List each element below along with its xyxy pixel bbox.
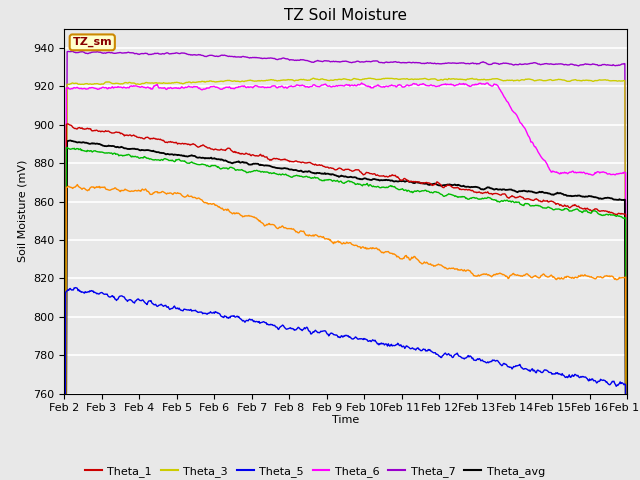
Theta_4 xyxy=(186,160,194,166)
Theta_6 xyxy=(70,84,78,90)
Theta_7 xyxy=(68,48,76,54)
Theta_6 xyxy=(431,84,439,89)
Theta_avg xyxy=(129,146,137,152)
Theta_5 xyxy=(216,311,224,317)
Theta_4 xyxy=(216,166,224,171)
Legend: Theta_1, Theta_2, Theta_3, Theta_4, Theta_5, Theta_6, Theta_7, Theta_avg: Theta_1, Theta_2, Theta_3, Theta_4, Thet… xyxy=(81,461,549,480)
Theta_avg xyxy=(71,139,79,144)
Theta_5 xyxy=(415,347,422,352)
Theta_avg xyxy=(216,156,224,162)
Theta_1 xyxy=(64,121,72,127)
Theta_1 xyxy=(71,126,79,132)
Line: Theta_avg: Theta_avg xyxy=(64,141,627,480)
Theta_5 xyxy=(129,299,137,305)
Theta_7 xyxy=(431,60,439,66)
X-axis label: Time: Time xyxy=(332,415,359,425)
Line: Theta_4: Theta_4 xyxy=(64,147,627,480)
Theta_7 xyxy=(415,60,422,66)
Theta_3 xyxy=(128,80,136,86)
Theta_2 xyxy=(186,193,194,199)
Line: Theta_7: Theta_7 xyxy=(64,51,627,480)
Theta_4 xyxy=(129,154,137,160)
Line: Theta_3: Theta_3 xyxy=(64,78,627,480)
Theta_5 xyxy=(72,285,79,290)
Theta_3 xyxy=(186,79,193,85)
Theta_2 xyxy=(74,181,81,187)
Theta_7 xyxy=(71,49,79,55)
Text: TZ_sm: TZ_sm xyxy=(72,37,112,48)
Theta_avg xyxy=(67,138,74,144)
Theta_1 xyxy=(186,142,194,148)
Theta_2 xyxy=(129,188,137,194)
Theta_7 xyxy=(186,52,194,58)
Theta_4 xyxy=(71,146,79,152)
Theta_6 xyxy=(215,85,223,91)
Theta_6 xyxy=(186,84,193,89)
Theta_7 xyxy=(216,53,224,59)
Theta_6 xyxy=(415,83,422,88)
Theta_3 xyxy=(367,75,374,81)
Theta_4 xyxy=(63,144,71,150)
Theta_avg xyxy=(431,180,439,186)
Line: Theta_1: Theta_1 xyxy=(64,124,627,480)
Theta_1 xyxy=(431,181,439,187)
Theta_avg xyxy=(415,180,422,186)
Theta_5 xyxy=(186,307,194,312)
Theta_1 xyxy=(216,147,224,153)
Title: TZ Soil Moisture: TZ Soil Moisture xyxy=(284,9,407,24)
Theta_1 xyxy=(415,179,422,185)
Line: Theta_6: Theta_6 xyxy=(64,83,627,480)
Theta_3 xyxy=(70,81,78,86)
Theta_3 xyxy=(415,76,422,82)
Theta_2 xyxy=(431,263,439,269)
Theta_5 xyxy=(70,285,78,291)
Theta_5 xyxy=(431,350,439,356)
Theta_3 xyxy=(215,79,223,84)
Theta_2 xyxy=(415,258,422,264)
Theta_4 xyxy=(431,189,439,195)
Theta_6 xyxy=(128,84,136,89)
Line: Theta_5: Theta_5 xyxy=(64,288,627,480)
Line: Theta_2: Theta_2 xyxy=(64,184,627,480)
Theta_4 xyxy=(415,188,422,194)
Theta_6 xyxy=(358,80,365,86)
Theta_avg xyxy=(186,153,194,159)
Theta_7 xyxy=(129,50,137,56)
Y-axis label: Soil Moisture (mV): Soil Moisture (mV) xyxy=(17,160,28,263)
Theta_2 xyxy=(70,184,78,190)
Theta_1 xyxy=(129,132,137,138)
Theta_3 xyxy=(431,76,439,82)
Theta_2 xyxy=(216,204,224,210)
